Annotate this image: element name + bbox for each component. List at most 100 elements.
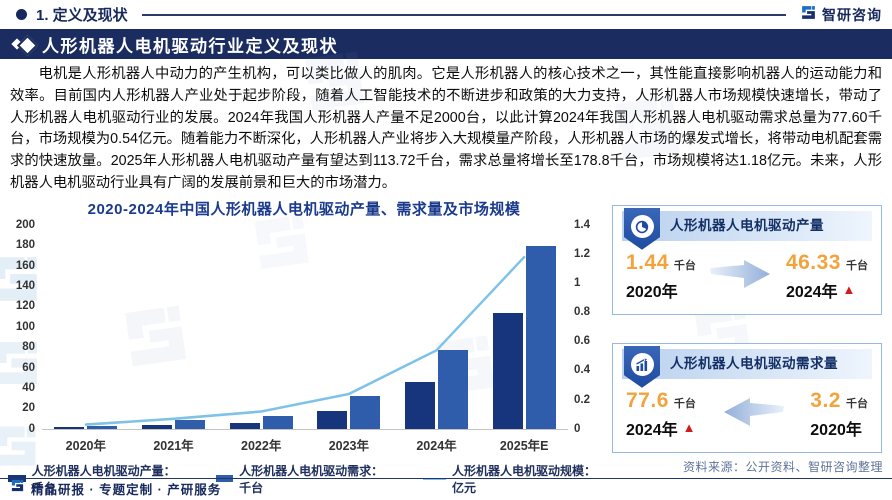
page-title: 人形机器人电机驱动行业定义及现状: [42, 36, 338, 56]
stat-cards: 人形机器人电机驱动产量 1.44 千台 2020年: [600, 197, 886, 496]
demand-card: 人形机器人电机驱动需求量 77.6 千台 2024年 ▲: [612, 342, 882, 453]
section-label: 1. 定义及现状: [36, 7, 128, 24]
demand-card-header: 人形机器人电机驱动需求量: [622, 345, 872, 388]
category-label: 2022年: [241, 438, 282, 453]
bar: [405, 381, 436, 429]
shield-badge: [624, 345, 660, 388]
production-card-body: 1.44 千台 2020年: [613, 251, 881, 302]
stat-unit: 千台: [673, 397, 696, 410]
chart-plot-row: 0 20 40 60 80 100 120 140 160 180 200 0 0.2 0.4 0.6 0.…: [8, 219, 600, 435]
bar: [175, 420, 205, 429]
bar: [438, 349, 469, 429]
brand-logo: 智研咨询: [800, 4, 882, 26]
up-arrow-icon: ▲: [682, 420, 696, 436]
demand-2024-stat: 77.6 千台 2024年 ▲: [626, 389, 696, 440]
category-label: 2024年: [416, 438, 457, 453]
right-axis-tick: 0.8: [574, 306, 590, 319]
right-axis-tick: 1.4: [574, 218, 590, 231]
bar-group: [393, 225, 481, 429]
stat-unit: 千台: [846, 259, 868, 272]
bar: [87, 425, 118, 429]
left-arrow-icon: [722, 397, 785, 432]
page-header: 1. 定义及现状 智研咨询: [0, 0, 892, 29]
left-axis-tick: 20: [22, 402, 35, 415]
bar: [525, 246, 556, 429]
brand-logo-icon: [800, 4, 817, 26]
production-card: 人形机器人电机驱动产量 1.44 千台 2020年: [612, 204, 882, 315]
bar: [350, 396, 381, 429]
header-divider: [141, 13, 786, 16]
bars-row: [42, 225, 568, 429]
right-axis-tick: 0: [574, 422, 581, 435]
demand-card-body: 77.6 千台 2024年 ▲: [613, 389, 881, 440]
bar-group: [305, 225, 393, 429]
category-label: 2023年: [328, 438, 369, 453]
left-axis-tick: 60: [22, 361, 35, 374]
production-card-header: 人形机器人电机驱动产量: [622, 207, 872, 250]
stat-unit: 千台: [845, 397, 868, 410]
production-card-title: 人形机器人电机驱动产量: [670, 217, 824, 233]
left-axis-tick: 100: [15, 320, 35, 333]
right-axis-tick: 0.6: [574, 335, 590, 348]
stat-value: 46.33: [785, 250, 841, 274]
stat-year: 2024年 ▲: [626, 420, 696, 439]
bar: [142, 425, 172, 429]
stat-unit: 千台: [673, 259, 696, 272]
category-axis: 2020年 2021年 2022年 2023年 2024年 2025年E: [42, 430, 568, 454]
left-axis-tick: 0: [28, 422, 35, 435]
legend-label: 人形机器人电机驱动需求：千台: [239, 463, 384, 495]
left-axis-tick: 160: [15, 259, 35, 272]
pie-gauge-icon: [630, 215, 654, 239]
stat-value: 1.44: [626, 250, 669, 274]
right-axis-tick: 0.4: [574, 364, 590, 377]
stat-year: 2020年: [810, 421, 862, 439]
left-axis-tick: 40: [22, 381, 35, 394]
main-content: 2020-2024年中国人形机器人电机驱动产量、需求量及市场规模 0 20 40 60…: [0, 197, 892, 496]
right-axis-tick: 1.2: [574, 247, 590, 260]
production-2020-stat: 1.44 千台 2020年: [626, 251, 696, 302]
stat-year: 2024年 ▲: [785, 282, 856, 301]
chart-legend: 人形机器人电机驱动产量：千台 人形机器人电机驱动需求：千台 人形机器人电机驱动规模：…: [8, 462, 600, 496]
source-note: 资料来源：公开资料、智研咨询整理: [682, 460, 883, 474]
shield-badge: [624, 207, 660, 250]
bar-group: [130, 225, 218, 429]
diamond-icon: [11, 34, 39, 57]
up-arrow-icon: ▲: [842, 282, 856, 298]
demand-2020-stat: 3.2 千台 2020年: [810, 389, 868, 440]
stat-value: 77.6: [626, 388, 669, 412]
bar-group: [42, 225, 130, 429]
bullet-icon: [16, 9, 27, 20]
title-bar: 人形机器人电机驱动行业定义及现状: [0, 29, 892, 59]
left-axis: 0 20 40 60 80 100 120 140 160 180 200: [8, 219, 42, 435]
body-paragraph: 电机是人形机器人中动力的产生机构，可以类比做人的肌肉。它是人形机器人的核心技术之…: [10, 66, 882, 191]
chart-title: 2020-2024年中国人形机器人电机驱动产量、需求量及市场规模: [87, 200, 521, 218]
left-axis-tick: 80: [22, 341, 35, 354]
bar: [54, 426, 85, 429]
bar: [317, 411, 348, 429]
brand-name: 智研咨询: [822, 6, 882, 23]
stat-year: 2020年: [626, 283, 678, 301]
bar: [229, 422, 260, 429]
left-axis-tick: 180: [15, 239, 35, 252]
left-axis-tick: 200: [15, 218, 35, 231]
chart-plot: [42, 225, 568, 430]
bar-growth-icon: [630, 353, 654, 377]
footer-divider: [0, 477, 892, 479]
right-axis-tick: 1: [574, 277, 581, 290]
category-label: 2021年: [153, 438, 194, 453]
footer-logo-icon: [10, 478, 25, 498]
right-arrow-icon: [709, 259, 772, 294]
left-axis-tick: 120: [15, 300, 35, 313]
chart: 2020-2024年中国人形机器人电机驱动产量、需求量及市场规模 0 20 40 60…: [8, 197, 600, 496]
right-axis-tick: 0.2: [574, 393, 590, 406]
footer: 精品研报 · 专题定制 · 产研服务: [10, 478, 221, 498]
legend-label: 人形机器人电机驱动规模：亿元: [452, 463, 597, 495]
bar-group: [480, 225, 568, 429]
right-axis: 0 0.2 0.4 0.6 0.8 1 1.2 1.4: [568, 219, 600, 435]
bar: [492, 312, 523, 429]
production-2024-stat: 46.33 千台 2024年 ▲: [786, 251, 868, 302]
stat-value: 3.2: [810, 388, 841, 412]
demand-card-title: 人形机器人电机驱动需求量: [670, 355, 838, 371]
footer-tagline: 精品研报 · 专题定制 · 产研服务: [31, 482, 222, 497]
